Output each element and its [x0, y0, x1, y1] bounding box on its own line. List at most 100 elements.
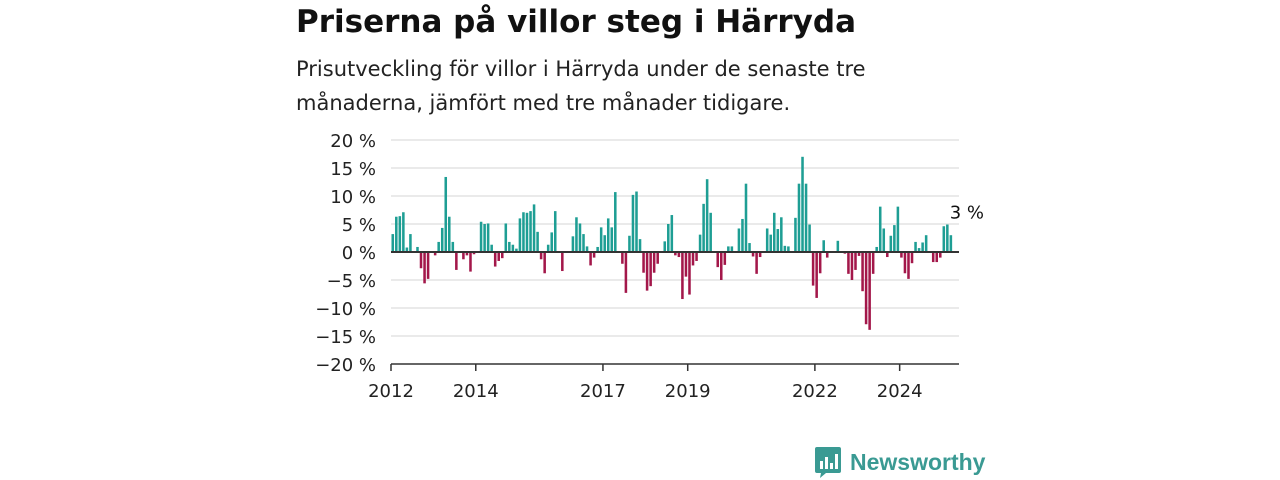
- bar: [910, 252, 914, 264]
- x-tick-label: 2022: [792, 381, 838, 402]
- bar: [599, 227, 603, 252]
- bar: [469, 252, 472, 272]
- bar: [825, 252, 829, 258]
- bar: [818, 252, 822, 274]
- bar: [900, 252, 903, 258]
- bar: [776, 229, 780, 252]
- bar: [571, 236, 575, 252]
- bar: [493, 252, 497, 267]
- bar: [550, 232, 553, 252]
- bar: [465, 252, 469, 256]
- bar: [479, 221, 483, 252]
- bar: [391, 234, 395, 252]
- bar: [914, 241, 917, 252]
- bar: [638, 239, 642, 252]
- bar: [518, 218, 522, 252]
- bar: [405, 247, 409, 252]
- y-tick-label: −10 %: [315, 299, 376, 320]
- bar: [504, 223, 508, 252]
- bar: [797, 183, 801, 252]
- y-tick-label: 20 %: [330, 131, 376, 152]
- bar: [416, 246, 419, 252]
- chart-subtitle: Prisutveckling för villor i Härryda unde…: [296, 57, 866, 115]
- bar: [780, 217, 783, 252]
- bar: [871, 252, 875, 274]
- bar: [861, 252, 864, 292]
- bar: [522, 212, 525, 252]
- bar: [578, 223, 582, 252]
- bar: [561, 252, 564, 272]
- bar: [691, 252, 695, 266]
- bar: [553, 211, 557, 252]
- bar: [624, 252, 628, 293]
- bar: [539, 252, 543, 260]
- bar: [886, 252, 889, 258]
- bar: [924, 235, 928, 252]
- bar: [645, 252, 649, 291]
- y-tick-label: 15 %: [330, 159, 376, 180]
- bar: [589, 252, 592, 266]
- newsworthy-logo: Newsworthy: [814, 446, 985, 478]
- bar: [596, 246, 599, 252]
- bar: [854, 252, 857, 270]
- bar: [497, 252, 500, 261]
- x-tick-label: 2017: [580, 381, 626, 402]
- bar: [508, 241, 511, 252]
- bar: [741, 218, 744, 252]
- bar: [702, 203, 705, 252]
- bar: [631, 194, 635, 252]
- y-tick-label: −5 %: [327, 271, 376, 292]
- bar: [751, 252, 755, 257]
- bar: [946, 224, 949, 252]
- bar: [836, 240, 840, 252]
- bar: [801, 156, 804, 252]
- bar: [677, 252, 681, 258]
- bars: [391, 156, 953, 330]
- bar: [451, 241, 455, 252]
- bar: [610, 227, 614, 252]
- bar: [758, 252, 762, 258]
- bar: [907, 252, 910, 279]
- bar: [674, 252, 677, 256]
- bar: [440, 227, 444, 252]
- bar: [748, 243, 751, 252]
- bar: [769, 234, 772, 252]
- bar: [621, 252, 624, 264]
- bar: [409, 234, 412, 252]
- bar: [804, 183, 808, 252]
- bar: [875, 246, 878, 252]
- bar: [667, 224, 670, 252]
- bar: [398, 216, 402, 252]
- bar: [483, 224, 486, 252]
- bar: [695, 252, 698, 261]
- bar: [811, 252, 815, 286]
- bar: [515, 248, 518, 252]
- bar: [585, 246, 589, 252]
- bar: [419, 252, 423, 269]
- bar: [942, 226, 946, 252]
- bar: [755, 252, 758, 274]
- bar: [628, 235, 631, 252]
- bar: [603, 235, 606, 252]
- chart-title: Priserna på villor steg i Härryda: [296, 4, 856, 40]
- brand-name: Newsworthy: [850, 448, 986, 475]
- bar: [681, 252, 684, 300]
- bar: [437, 241, 440, 252]
- bar: [582, 234, 585, 252]
- bar: [727, 246, 730, 252]
- bar: [663, 241, 667, 252]
- bar: [448, 216, 451, 252]
- y-tick-label: 5 %: [342, 215, 376, 236]
- bar: [847, 252, 850, 274]
- y-tick-label: 10 %: [330, 187, 376, 208]
- bar: [423, 252, 426, 284]
- bar: [614, 192, 617, 252]
- annotation-label: 3 %: [950, 203, 984, 224]
- bar: [868, 252, 871, 330]
- x-tick-label: 2024: [877, 381, 923, 402]
- bar: [716, 252, 720, 268]
- bar: [656, 252, 659, 264]
- bar: [462, 252, 465, 260]
- bar: [546, 244, 550, 252]
